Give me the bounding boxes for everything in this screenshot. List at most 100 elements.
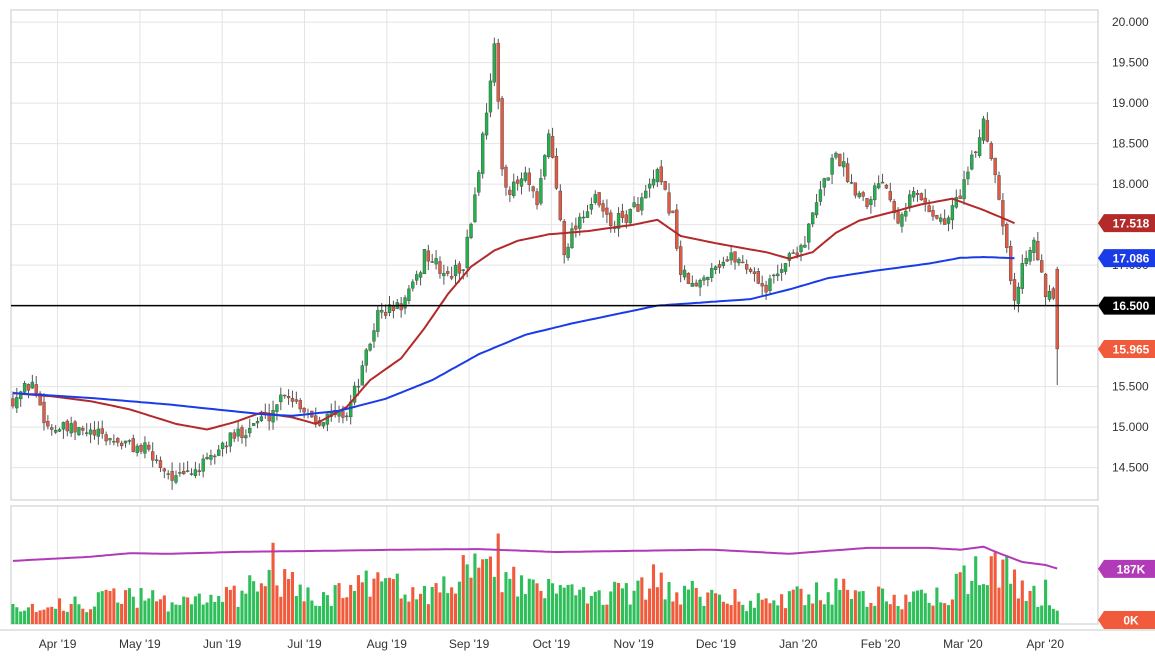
volume-bar: [795, 586, 799, 624]
volume-bar: [170, 602, 174, 624]
volume-bar: [729, 605, 733, 624]
candle-body: [220, 442, 225, 449]
candle-body: [826, 177, 830, 181]
candle-body: [772, 274, 776, 277]
candle-body: [678, 246, 683, 275]
volume-bar: [655, 587, 659, 624]
candle-body: [352, 385, 357, 403]
candle-body: [399, 303, 403, 311]
candle-body: [151, 451, 155, 461]
candle-body: [321, 422, 326, 427]
candle-body: [985, 120, 990, 142]
price-tag-bg: [1098, 214, 1155, 233]
volume-bar: [131, 596, 135, 624]
volume-bar: [974, 556, 978, 624]
candle-body: [578, 216, 582, 229]
candle-body: [1008, 246, 1013, 281]
candle-body: [698, 279, 702, 288]
candle-body: [240, 427, 244, 438]
candle-body: [581, 216, 586, 219]
volume-bar: [403, 594, 407, 624]
candle-body: [123, 440, 128, 444]
candle-body: [1028, 250, 1032, 262]
candle-body: [799, 245, 803, 253]
y-tick-label: 15.000: [1112, 420, 1149, 434]
candle-body: [776, 273, 780, 277]
volume-bar: [217, 596, 221, 624]
candle-body: [713, 266, 718, 270]
candle-body: [721, 261, 726, 267]
candle-body: [896, 211, 900, 224]
volume-bar: [725, 603, 729, 624]
candle-body: [26, 384, 31, 391]
volume-bar: [772, 600, 776, 624]
volume-bar: [861, 591, 865, 624]
volume-bar: [430, 587, 434, 624]
volume-bar: [830, 604, 834, 624]
candle-body: [884, 184, 889, 189]
volume-bar: [306, 587, 310, 624]
candle-body: [209, 455, 213, 460]
volume-bar: [504, 572, 508, 624]
volume-bar: [714, 593, 718, 624]
volume-bar: [659, 572, 663, 624]
volume-bar: [15, 607, 19, 624]
volume-bar: [958, 572, 962, 624]
volume-average-tag: 187K: [1117, 562, 1146, 576]
candle-body: [915, 193, 920, 195]
volume-bar: [469, 577, 473, 624]
candle-body: [919, 193, 924, 201]
candle-body: [659, 166, 663, 183]
candle-body: [298, 400, 302, 410]
volume-bar: [663, 599, 667, 624]
candle-body: [407, 288, 411, 302]
candle-body: [73, 421, 77, 433]
candle-body: [189, 473, 194, 475]
volume-bar: [842, 578, 846, 624]
candle-body: [504, 166, 508, 188]
volume-bar: [978, 585, 982, 624]
volume-bar: [570, 584, 574, 624]
candle-body: [512, 181, 516, 197]
volume-bar: [178, 605, 182, 624]
volume-bar: [737, 601, 741, 624]
x-tick-label: Dec '19: [696, 637, 737, 651]
candle-body: [523, 172, 528, 181]
volume-bar: [263, 586, 267, 624]
volume-bar: [85, 612, 89, 624]
volume-bar: [818, 600, 822, 624]
candle-body: [387, 304, 392, 313]
volume-bar: [395, 573, 399, 624]
x-tick-label: Feb '20: [861, 637, 901, 651]
candle-body: [116, 438, 120, 443]
volume-bar: [989, 556, 993, 624]
candle-body: [508, 189, 512, 195]
volume-bar: [547, 578, 551, 624]
candle-body: [473, 194, 477, 222]
x-tick-label: Nov '19: [614, 637, 655, 651]
candle-body: [593, 194, 597, 203]
volume-bar: [147, 598, 151, 624]
volume-bar: [589, 595, 593, 624]
candle-body: [892, 201, 896, 214]
volume-bar: [690, 580, 694, 624]
moving-average-line: [12, 197, 1015, 431]
volume-bar: [100, 591, 104, 624]
candle-body: [1040, 260, 1044, 273]
volume-bar: [919, 589, 923, 624]
candle-body: [609, 212, 613, 226]
candle-body: [15, 397, 19, 409]
candle-body: [667, 192, 671, 214]
volume-bars: [11, 533, 1059, 624]
volume-bar: [865, 606, 869, 624]
candle-body: [861, 192, 865, 197]
candle-body: [585, 211, 590, 218]
volume-bar: [221, 601, 225, 624]
volume-bar: [488, 556, 492, 624]
candle-body: [236, 428, 240, 437]
candle-body: [842, 161, 846, 168]
volume-bar: [558, 585, 562, 624]
candle-body: [962, 179, 966, 200]
candle-body: [620, 210, 625, 218]
